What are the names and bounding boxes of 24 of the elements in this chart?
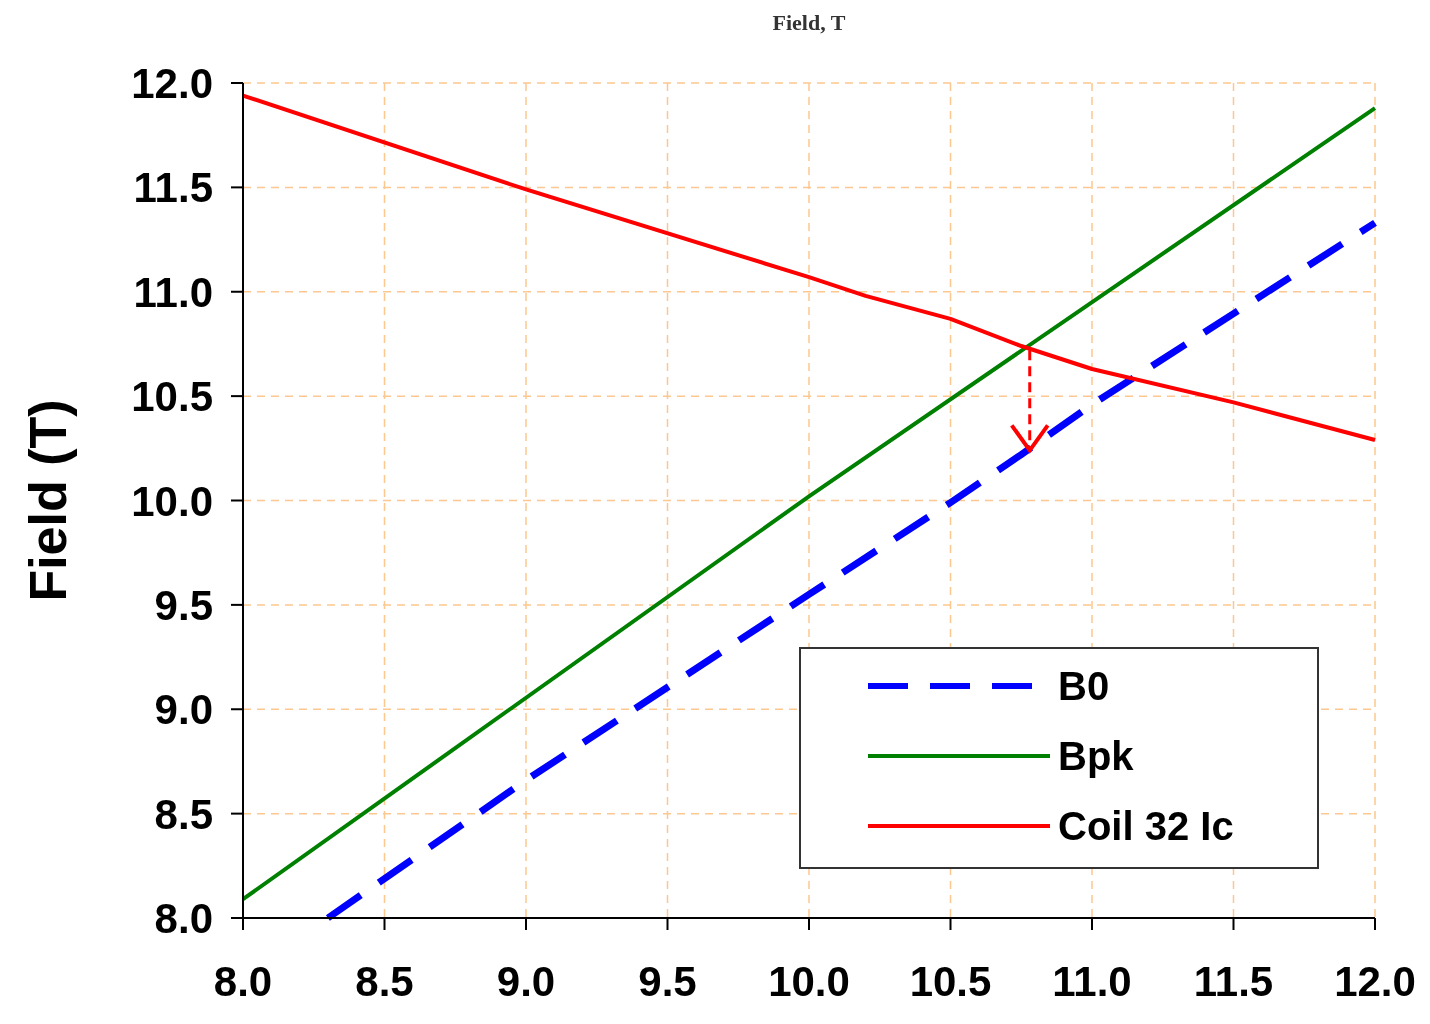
- x-tick-label: 9.5: [638, 958, 697, 1005]
- y-tick-label: 9.5: [154, 581, 213, 629]
- x-tick-label: 11.5: [1193, 958, 1274, 1005]
- legend-label: Coil 32 Ic: [1058, 804, 1234, 848]
- y-tick-label: 12.0: [131, 60, 213, 107]
- y-tick-label: 11.5: [133, 164, 213, 212]
- legend-label: B0: [1058, 664, 1110, 708]
- y-tick-label: 10.0: [131, 477, 213, 525]
- line-series: [241, 93, 1377, 442]
- legend-label: Bpk: [1058, 734, 1135, 778]
- x-tick-label: 11.0: [1052, 958, 1132, 1005]
- y-axis-title: Field (T): [19, 399, 77, 602]
- chart-title: Field, T: [772, 10, 846, 35]
- x-tick-label: 10.0: [768, 958, 850, 1005]
- y-tick-label: 8.0: [154, 895, 213, 942]
- y-tick-label: 9.0: [154, 686, 213, 734]
- x-tick-label: 9.0: [496, 958, 556, 1005]
- x-tick-label: 8.5: [355, 958, 414, 1005]
- x-tick-label: 10.5: [909, 958, 992, 1005]
- x-tick-label: 12.0: [1334, 958, 1416, 1005]
- x-tick-label: 8.0: [213, 958, 273, 1005]
- y-tick-label: 8.5: [154, 790, 213, 838]
- y-tick-label: 11.0: [133, 268, 213, 316]
- y-tick-label: 10.5: [131, 373, 213, 421]
